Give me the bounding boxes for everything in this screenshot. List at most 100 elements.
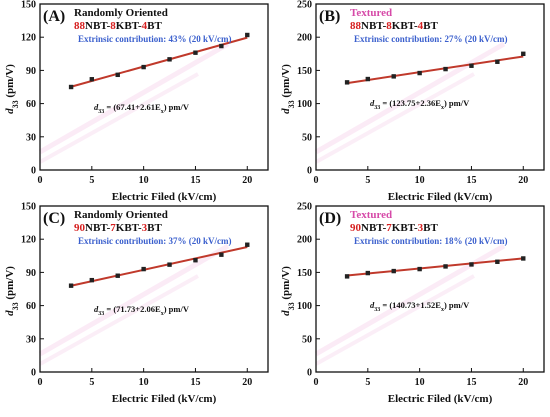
- x-tick-label: 0: [314, 175, 319, 186]
- y-tick-label: 200: [297, 235, 312, 246]
- extrinsic-contribution-label: Extrinsic contribution: 18% (20 kV/cm): [354, 236, 508, 246]
- x-tick-label: 5: [89, 175, 94, 186]
- panel-label: (B): [319, 8, 340, 25]
- data-point: [469, 262, 474, 267]
- x-tick-label: 15: [190, 175, 200, 186]
- x-axis-label: Electric Filed (kV/cm): [388, 393, 493, 405]
- y-tick-label: 150: [21, 202, 36, 213]
- data-point: [68, 283, 74, 288]
- y-tick-label: 0: [307, 368, 312, 379]
- data-point: [167, 262, 172, 267]
- y-tick-label: 200: [297, 33, 312, 44]
- panel-label: (A): [43, 8, 65, 25]
- y-tick-label: 30: [26, 334, 36, 345]
- data-point: [115, 273, 120, 278]
- data-point: [115, 72, 120, 78]
- x-tick-label: 0: [38, 377, 43, 388]
- fit-line: [70, 246, 248, 287]
- background-streak: [39, 72, 199, 164]
- data-point: [495, 259, 500, 264]
- x-tick-label: 20: [518, 175, 528, 186]
- data-point: [219, 43, 224, 49]
- x-tick-label: 20: [242, 175, 252, 186]
- data-point: [89, 77, 95, 82]
- fit-line: [346, 55, 524, 85]
- composition-label: 90NBT-7KBT-3BT: [74, 222, 163, 234]
- data-point: [193, 258, 198, 263]
- x-tick-label: 10: [415, 175, 425, 186]
- y-tick-label: 60: [26, 301, 36, 312]
- y-tick-label: 50: [302, 132, 312, 143]
- y-tick-label: 0: [31, 166, 36, 177]
- x-axis-label: Electric Filed (kV/cm): [112, 191, 217, 203]
- data-point: [521, 51, 526, 56]
- data-point: [443, 264, 448, 269]
- y-axis-label: d33 (pm/V): [280, 266, 296, 316]
- y-tick-label: 150: [297, 268, 312, 279]
- data-point: [141, 266, 146, 272]
- background-streak: [315, 72, 475, 164]
- panel-heading: Textured: [350, 7, 392, 19]
- data-point: [365, 76, 371, 82]
- plot-frame: [315, 205, 545, 373]
- y-tick-label: 250: [297, 202, 312, 213]
- composition-label: 88NBT-8KBT-4BT: [74, 20, 163, 32]
- composition-label: 88NBT-8KBT-4BT: [350, 20, 439, 32]
- y-tick-label: 150: [297, 66, 312, 77]
- x-tick-label: 10: [139, 377, 149, 388]
- y-tick-label: 90: [26, 66, 36, 77]
- data-point: [391, 268, 396, 274]
- data-point: [245, 242, 250, 247]
- y-axis-label: d33 (pm/V): [4, 266, 20, 316]
- data-point: [167, 57, 172, 62]
- fit-line: [70, 36, 248, 88]
- data-point: [495, 59, 500, 64]
- data-point: [68, 84, 74, 90]
- background-streak: [38, 41, 230, 155]
- panel-label: (C): [43, 210, 65, 227]
- panel-heading: Randomly Oriented: [74, 7, 168, 19]
- y-tick-label: 250: [297, 0, 312, 11]
- background-streak: [39, 274, 199, 366]
- x-tick-label: 0: [314, 377, 319, 388]
- x-tick-label: 5: [365, 175, 370, 186]
- y-axis-label: d33 (pm/V): [280, 64, 296, 114]
- x-tick-label: 15: [466, 175, 476, 186]
- y-tick-label: 150: [21, 0, 36, 11]
- y-tick-label: 50: [302, 334, 312, 345]
- x-tick-label: 15: [190, 377, 200, 388]
- composition-label: 90NBT-7KBT-3BT: [350, 222, 439, 234]
- background-streak: [38, 243, 230, 357]
- x-tick-label: 5: [365, 377, 370, 388]
- data-point: [417, 70, 422, 76]
- x-axis-label: Electric Filed (kV/cm): [112, 393, 217, 405]
- y-tick-label: 100: [297, 301, 312, 312]
- data-point: [469, 63, 474, 68]
- plot-frame: [39, 3, 269, 171]
- data-point: [365, 270, 371, 276]
- chart-panel-c: 0 5 10 15 20 0 30 60 90 120 150 Electric Filed (kV/…: [4, 202, 269, 405]
- panel-heading: Randomly Oriented: [74, 209, 168, 221]
- data-point: [89, 277, 95, 283]
- y-axis-label: d33 (pm/V): [4, 64, 20, 114]
- fit-equation-label: d33 = (123.75+2.36Ex) pm/V: [370, 98, 470, 111]
- x-axis-label: Electric Filed (kV/cm): [388, 191, 493, 203]
- data-point: [245, 32, 250, 38]
- extrinsic-contribution-label: Extrinsic contribution: 43% (20 kV/cm): [78, 34, 232, 44]
- x-tick-label: 20: [518, 377, 528, 388]
- y-tick-label: 30: [26, 132, 36, 143]
- y-tick-label: 100: [297, 99, 312, 110]
- data-point: [193, 50, 198, 55]
- x-tick-label: 10: [139, 175, 149, 186]
- plot-frame: [39, 205, 269, 373]
- panel-heading: Textured: [350, 209, 392, 221]
- panel-label: (D): [319, 210, 341, 227]
- x-tick-label: 0: [38, 175, 43, 186]
- background-streak: [315, 274, 475, 366]
- data-point: [443, 66, 448, 72]
- y-tick-label: 120: [21, 33, 36, 44]
- background-streak: [314, 41, 506, 155]
